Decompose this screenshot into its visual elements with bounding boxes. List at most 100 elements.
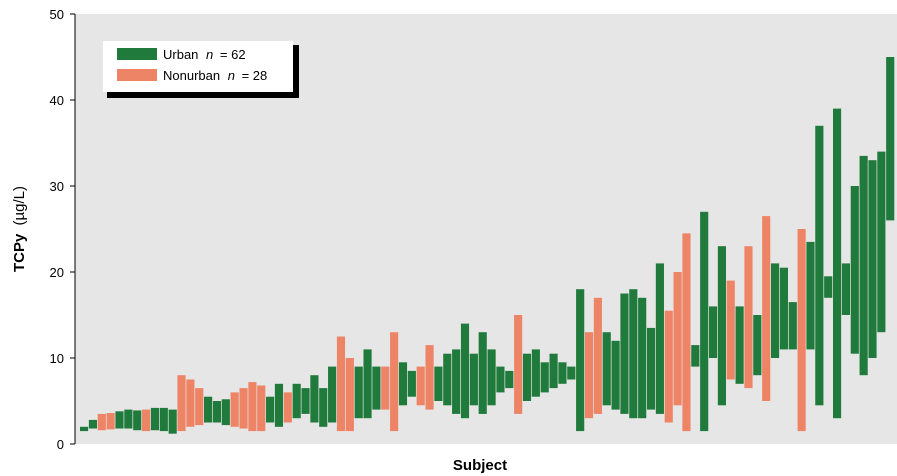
bar-urban [735,306,744,384]
bar-urban [531,349,540,397]
legend-n-urban: n [206,47,213,62]
bar-urban [292,383,301,419]
bar-urban [372,366,381,410]
bar-urban [301,388,310,414]
bar-urban [602,332,611,406]
bar-urban [886,57,895,221]
bar-urban [770,263,780,358]
bar-nonurban [230,392,239,427]
bar-nonurban [106,413,115,430]
bar-urban [159,407,168,432]
y-axis-label: TCPy (µg/L) [11,186,28,272]
bar-urban [815,125,824,406]
bar-urban [824,276,833,298]
bar-urban [407,370,416,397]
bar-nonurban [682,233,691,432]
bar-urban [832,108,842,419]
bar-urban [354,366,363,419]
bar-urban [221,399,230,426]
bar-urban [522,353,532,401]
bar-urban [115,411,124,429]
bar-nonurban [673,272,682,406]
bar-nonurban [381,366,390,410]
bar-urban [434,366,443,401]
bar-urban [558,362,567,384]
bar-nonurban [744,246,753,389]
legend-count-urban: = 62 [220,47,246,62]
bar-urban [646,327,656,410]
bar-nonurban [514,315,523,414]
bar-urban [133,410,142,431]
plot-area [75,14,897,444]
bar-nonurban [195,388,204,426]
y-tick-label: 0 [57,437,64,452]
bar-nonurban [239,388,248,429]
bar-urban [88,419,98,429]
bar-urban [319,388,328,427]
bar-urban [708,306,718,358]
bar-nonurban [97,413,106,431]
bar-urban [788,302,797,350]
bar-urban [779,267,788,350]
bar-urban [576,289,585,432]
bar-urban [700,211,709,432]
bar-urban [452,349,461,414]
bar-nonurban [762,216,771,401]
y-tick-label: 10 [50,351,64,366]
bar-urban [363,349,372,419]
bar-nonurban [142,409,151,432]
bar-urban [717,246,726,406]
bar-nonurban [390,332,399,432]
y-tick-label: 50 [50,7,64,22]
bar-nonurban [425,345,434,410]
bar-urban [753,315,762,376]
bar-urban [204,396,213,423]
bar-urban [655,263,664,414]
y-tick-label: 30 [50,179,64,194]
bar-urban [168,409,177,434]
bar-urban [549,353,558,389]
bar-nonurban [664,310,673,423]
bar-urban [212,401,222,423]
bar-nonurban [177,375,186,432]
y-tick-label: 40 [50,93,64,108]
legend-label-nonurban: Nonurban n = 28 [163,68,267,83]
y-tick-label: 20 [50,265,64,280]
bar-urban [620,293,629,414]
bar-urban [877,151,886,333]
bar-urban [150,407,160,431]
bar-urban [691,345,700,367]
bars-group [80,57,895,434]
legend-name-urban: Urban [163,47,198,62]
legend-swatch-nonurban [117,69,157,81]
x-axis-label: Subject [453,457,507,474]
bar-nonurban [797,229,806,432]
bar-urban [540,362,549,393]
bar-urban [124,409,133,429]
bar-urban [629,289,638,419]
bar-urban [478,332,487,414]
bar-urban [487,349,496,406]
legend: Urban n = 62 Nonurban n = 28 [103,41,299,98]
bar-nonurban [593,297,602,414]
bar-urban [310,375,319,423]
bar-urban [328,366,337,423]
bar-urban [398,362,408,406]
bar-urban [868,160,877,358]
bar-nonurban [726,280,735,380]
bar-nonurban [283,392,292,423]
legend-n-nonurban: n [228,68,235,83]
bar-urban [266,396,275,423]
legend-count-nonurban: = 28 [242,68,268,83]
bar-urban [496,366,505,393]
bar-urban [850,186,859,354]
bar-urban [841,263,850,315]
bar-urban [274,383,284,427]
bar-urban [567,366,576,380]
bar-nonurban [416,366,425,406]
bar-nonurban [248,382,257,432]
bar-nonurban [257,385,266,432]
bar-urban [443,353,452,406]
bar-urban [611,340,620,410]
